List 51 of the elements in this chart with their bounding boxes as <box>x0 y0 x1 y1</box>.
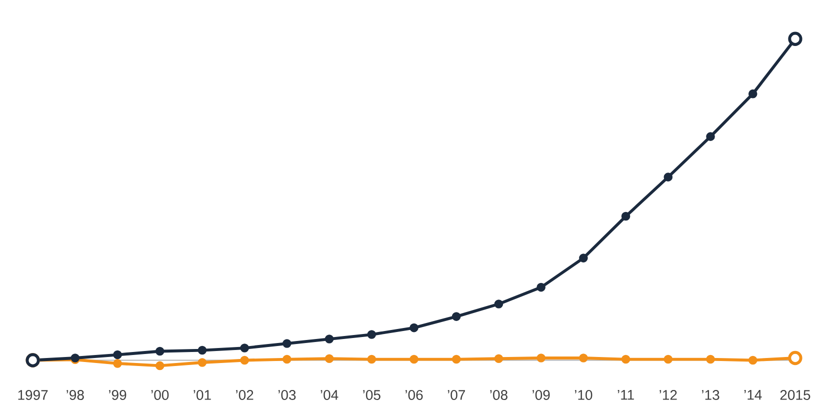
point <box>579 354 588 362</box>
x-tick-label: ’06 <box>406 390 423 400</box>
point <box>324 354 334 364</box>
point <box>367 354 376 364</box>
point <box>494 300 504 308</box>
point <box>240 344 249 352</box>
point <box>621 212 630 221</box>
x-tick-label: ’02 <box>236 390 254 400</box>
point <box>664 172 673 182</box>
point <box>536 282 546 292</box>
point <box>155 346 164 356</box>
x-tick-label: ’01 <box>194 390 211 400</box>
x-tick-label: ’11 <box>618 390 634 400</box>
point <box>155 361 164 370</box>
x-tick-label: 2015 <box>780 390 810 400</box>
point <box>198 358 207 367</box>
x-tick-label: ’13 <box>702 390 720 400</box>
x-tick-label: ’12 <box>660 390 677 400</box>
point <box>621 354 630 364</box>
point <box>452 312 461 321</box>
point <box>282 354 292 364</box>
x-tick-label: ’08 <box>490 390 508 400</box>
point <box>494 354 504 364</box>
point <box>198 346 207 355</box>
point <box>324 334 334 344</box>
x-tick-label: ’98 <box>66 390 84 400</box>
point <box>367 330 376 339</box>
point <box>706 354 715 364</box>
point <box>240 356 249 365</box>
point <box>113 359 122 368</box>
x-tick-label: ’03 <box>278 390 296 400</box>
x-tick-label: 1997 <box>18 390 48 400</box>
x-tick-label: ’00 <box>151 390 169 400</box>
point <box>452 354 461 364</box>
x-tick-label: ’05 <box>363 390 380 400</box>
x-tick-label: ’10 <box>574 390 592 400</box>
point <box>113 350 122 360</box>
x-tick-label: ’07 <box>448 390 465 400</box>
point <box>410 354 418 364</box>
point <box>706 132 715 141</box>
x-tick-label: ’04 <box>320 390 338 400</box>
point <box>536 354 546 362</box>
point <box>748 356 758 365</box>
point <box>748 89 758 98</box>
point <box>664 354 673 364</box>
point <box>579 254 588 262</box>
x-tick-label: ’99 <box>109 390 126 400</box>
point <box>410 323 418 332</box>
point <box>282 339 292 348</box>
x-tick-label: ’09 <box>532 390 550 400</box>
x-tick-label: ’14 <box>744 390 762 400</box>
